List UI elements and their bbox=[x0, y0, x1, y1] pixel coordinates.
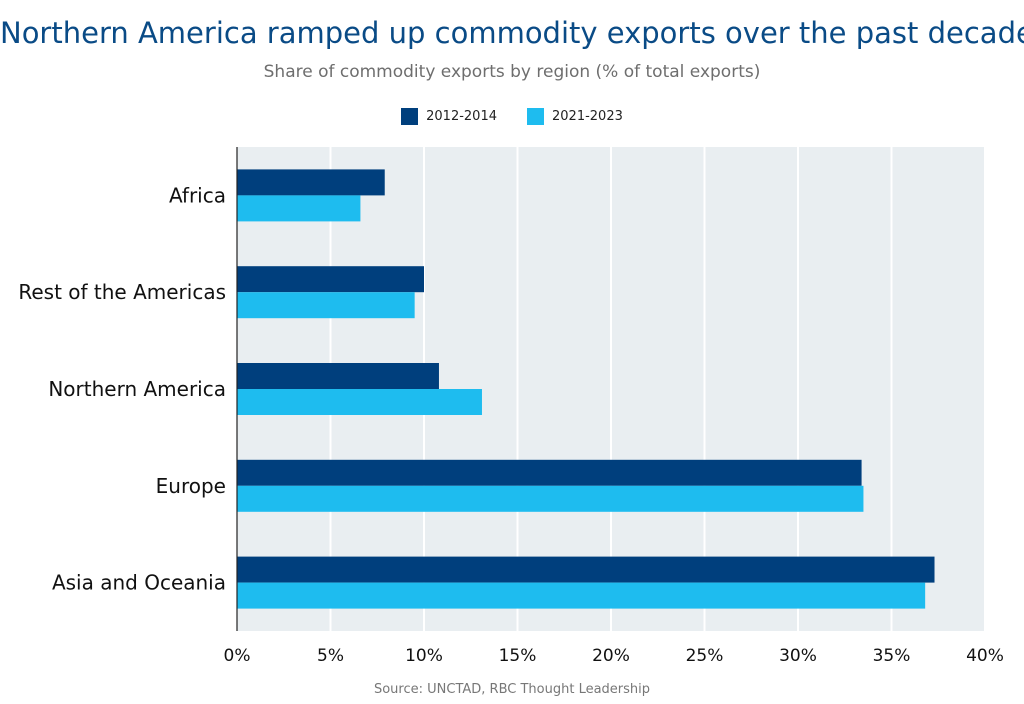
x-tick-label: 5% bbox=[317, 646, 344, 666]
legend-swatch-2021-2023 bbox=[527, 108, 544, 125]
bar-2021-2023 bbox=[237, 485, 864, 512]
x-tick-label: 40% bbox=[966, 646, 1004, 666]
category-label: Europe bbox=[156, 474, 226, 498]
legend-item-2012-2014: 2012-2014 bbox=[401, 108, 497, 125]
legend-label-2021-2023: 2021-2023 bbox=[552, 109, 623, 124]
category-label: Northern America bbox=[48, 377, 226, 401]
bar-2021-2023 bbox=[237, 389, 482, 415]
source-note: Source: UNCTAD, RBC Thought Leadership bbox=[373, 682, 651, 697]
category-label: Rest of the Americas bbox=[18, 280, 226, 304]
bar-2012-2014 bbox=[237, 459, 862, 486]
bar-2021-2023 bbox=[237, 195, 361, 222]
chart-subtitle: Share of commodity exports by region (% … bbox=[263, 62, 761, 82]
category-label: Asia and Oceania bbox=[52, 571, 226, 595]
x-tick-label: 20% bbox=[592, 646, 630, 666]
legend-label-2012-2014: 2012-2014 bbox=[426, 109, 497, 124]
x-tick-label: 0% bbox=[224, 646, 251, 666]
legend-swatch-2012-2014 bbox=[401, 108, 419, 125]
x-tick-label: 25% bbox=[686, 646, 724, 666]
legend-item-2021-2023: 2021-2023 bbox=[527, 108, 623, 125]
x-tick-label: 10% bbox=[405, 646, 443, 666]
bar-2012-2014 bbox=[237, 556, 935, 583]
legend: 2012-2014 2021-2023 bbox=[0, 108, 1024, 125]
category-label: Africa bbox=[169, 183, 226, 207]
chart-title: Northern America ramped up commodity exp… bbox=[0, 16, 1024, 50]
x-tick-label: 30% bbox=[779, 646, 817, 666]
bar-2012-2014 bbox=[237, 363, 439, 389]
bar-2021-2023 bbox=[237, 292, 415, 319]
bar-2012-2014 bbox=[237, 266, 424, 293]
x-tick-label: 15% bbox=[499, 646, 537, 666]
bar-2012-2014 bbox=[237, 169, 385, 196]
bar-2021-2023 bbox=[237, 582, 926, 609]
bar-chart: 0% 5% 10% 15% 20% 25% 30% 35% 40% Africa Rest of t… bbox=[18, 147, 1004, 666]
x-tick-label: 35% bbox=[873, 646, 911, 666]
